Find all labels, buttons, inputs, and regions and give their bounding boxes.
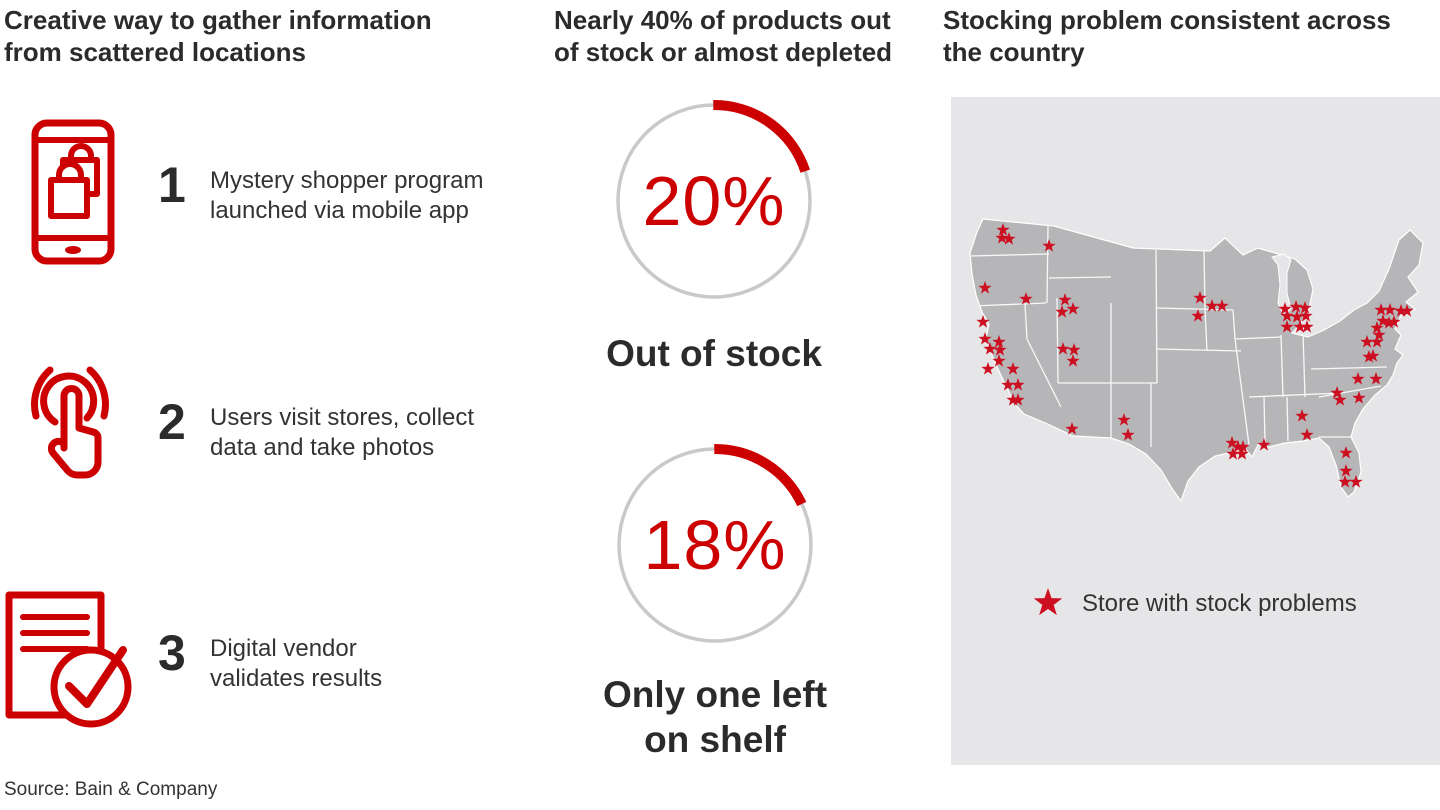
store-star-marker: [981, 362, 995, 375]
right-title-line2: the country: [943, 37, 1085, 67]
step-1-text: Mystery shopper program launched via mob…: [210, 166, 483, 226]
left-title-line1: Creative way to gather information: [4, 5, 432, 35]
gauge-one-left: [609, 439, 821, 656]
gauge-1-label: Out of stock: [606, 333, 822, 374]
us-map: Store with stock problems: [969, 218, 1424, 617]
gauge-arc: [614, 444, 816, 646]
step-1-line1: Mystery shopper program: [210, 167, 484, 194]
right-title-line1: Stocking problem consistent across: [943, 5, 1391, 35]
lake-michigan: [1271, 253, 1292, 317]
gauge-2-label: Only one left on shelf: [602, 674, 828, 760]
state-borders: [970, 225, 1388, 447]
step-2-line1: Users visit stores, collect: [210, 404, 475, 431]
gauge-2-value-box: 18%: [609, 439, 821, 651]
left-title-line2: from scattered locations: [4, 37, 306, 67]
step-3-line1: Digital vendor: [210, 635, 357, 662]
step-3-text: Digital vendor validates results: [210, 634, 382, 694]
gauge-arc: [613, 100, 815, 302]
step-1-number: 1: [158, 157, 186, 213]
step-1-line2: launched via mobile app: [210, 197, 469, 224]
middle-column-title: Nearly 40% of products out of stock or a…: [554, 4, 892, 68]
middle-title-line1: Nearly 40% of products out: [554, 5, 891, 35]
step-2-line2: data and take photos: [210, 434, 435, 461]
legend-label: Store with stock problems: [1082, 590, 1357, 617]
step-3-line2: validates results: [210, 665, 383, 692]
gauge-2-value: 18%: [643, 506, 787, 584]
legend-star-icon: [1033, 588, 1063, 616]
gauge-out-of-stock: [608, 95, 820, 312]
step-2-number: 2: [158, 394, 186, 450]
map-legend: Store with stock problems: [1033, 588, 1357, 617]
map-panel: Store with stock problems: [951, 97, 1440, 765]
middle-title-line2: of stock or almost depleted: [554, 37, 893, 67]
source-note: Source: Bain & Company: [4, 779, 218, 800]
step-3-number: 3: [158, 625, 186, 681]
right-column-title: Stocking problem consistent across the c…: [943, 4, 1391, 68]
gauge-1-value-box: 20%: [608, 95, 820, 307]
mobile-shopping-icon: [30, 118, 116, 271]
tap-icon: [26, 356, 116, 509]
gauge-1-value: 20%: [642, 162, 786, 240]
document-check-icon: [3, 590, 137, 737]
step-2-text: Users visit stores, collect data and tak…: [210, 403, 474, 463]
left-column-title: Creative way to gather information from …: [4, 4, 432, 68]
